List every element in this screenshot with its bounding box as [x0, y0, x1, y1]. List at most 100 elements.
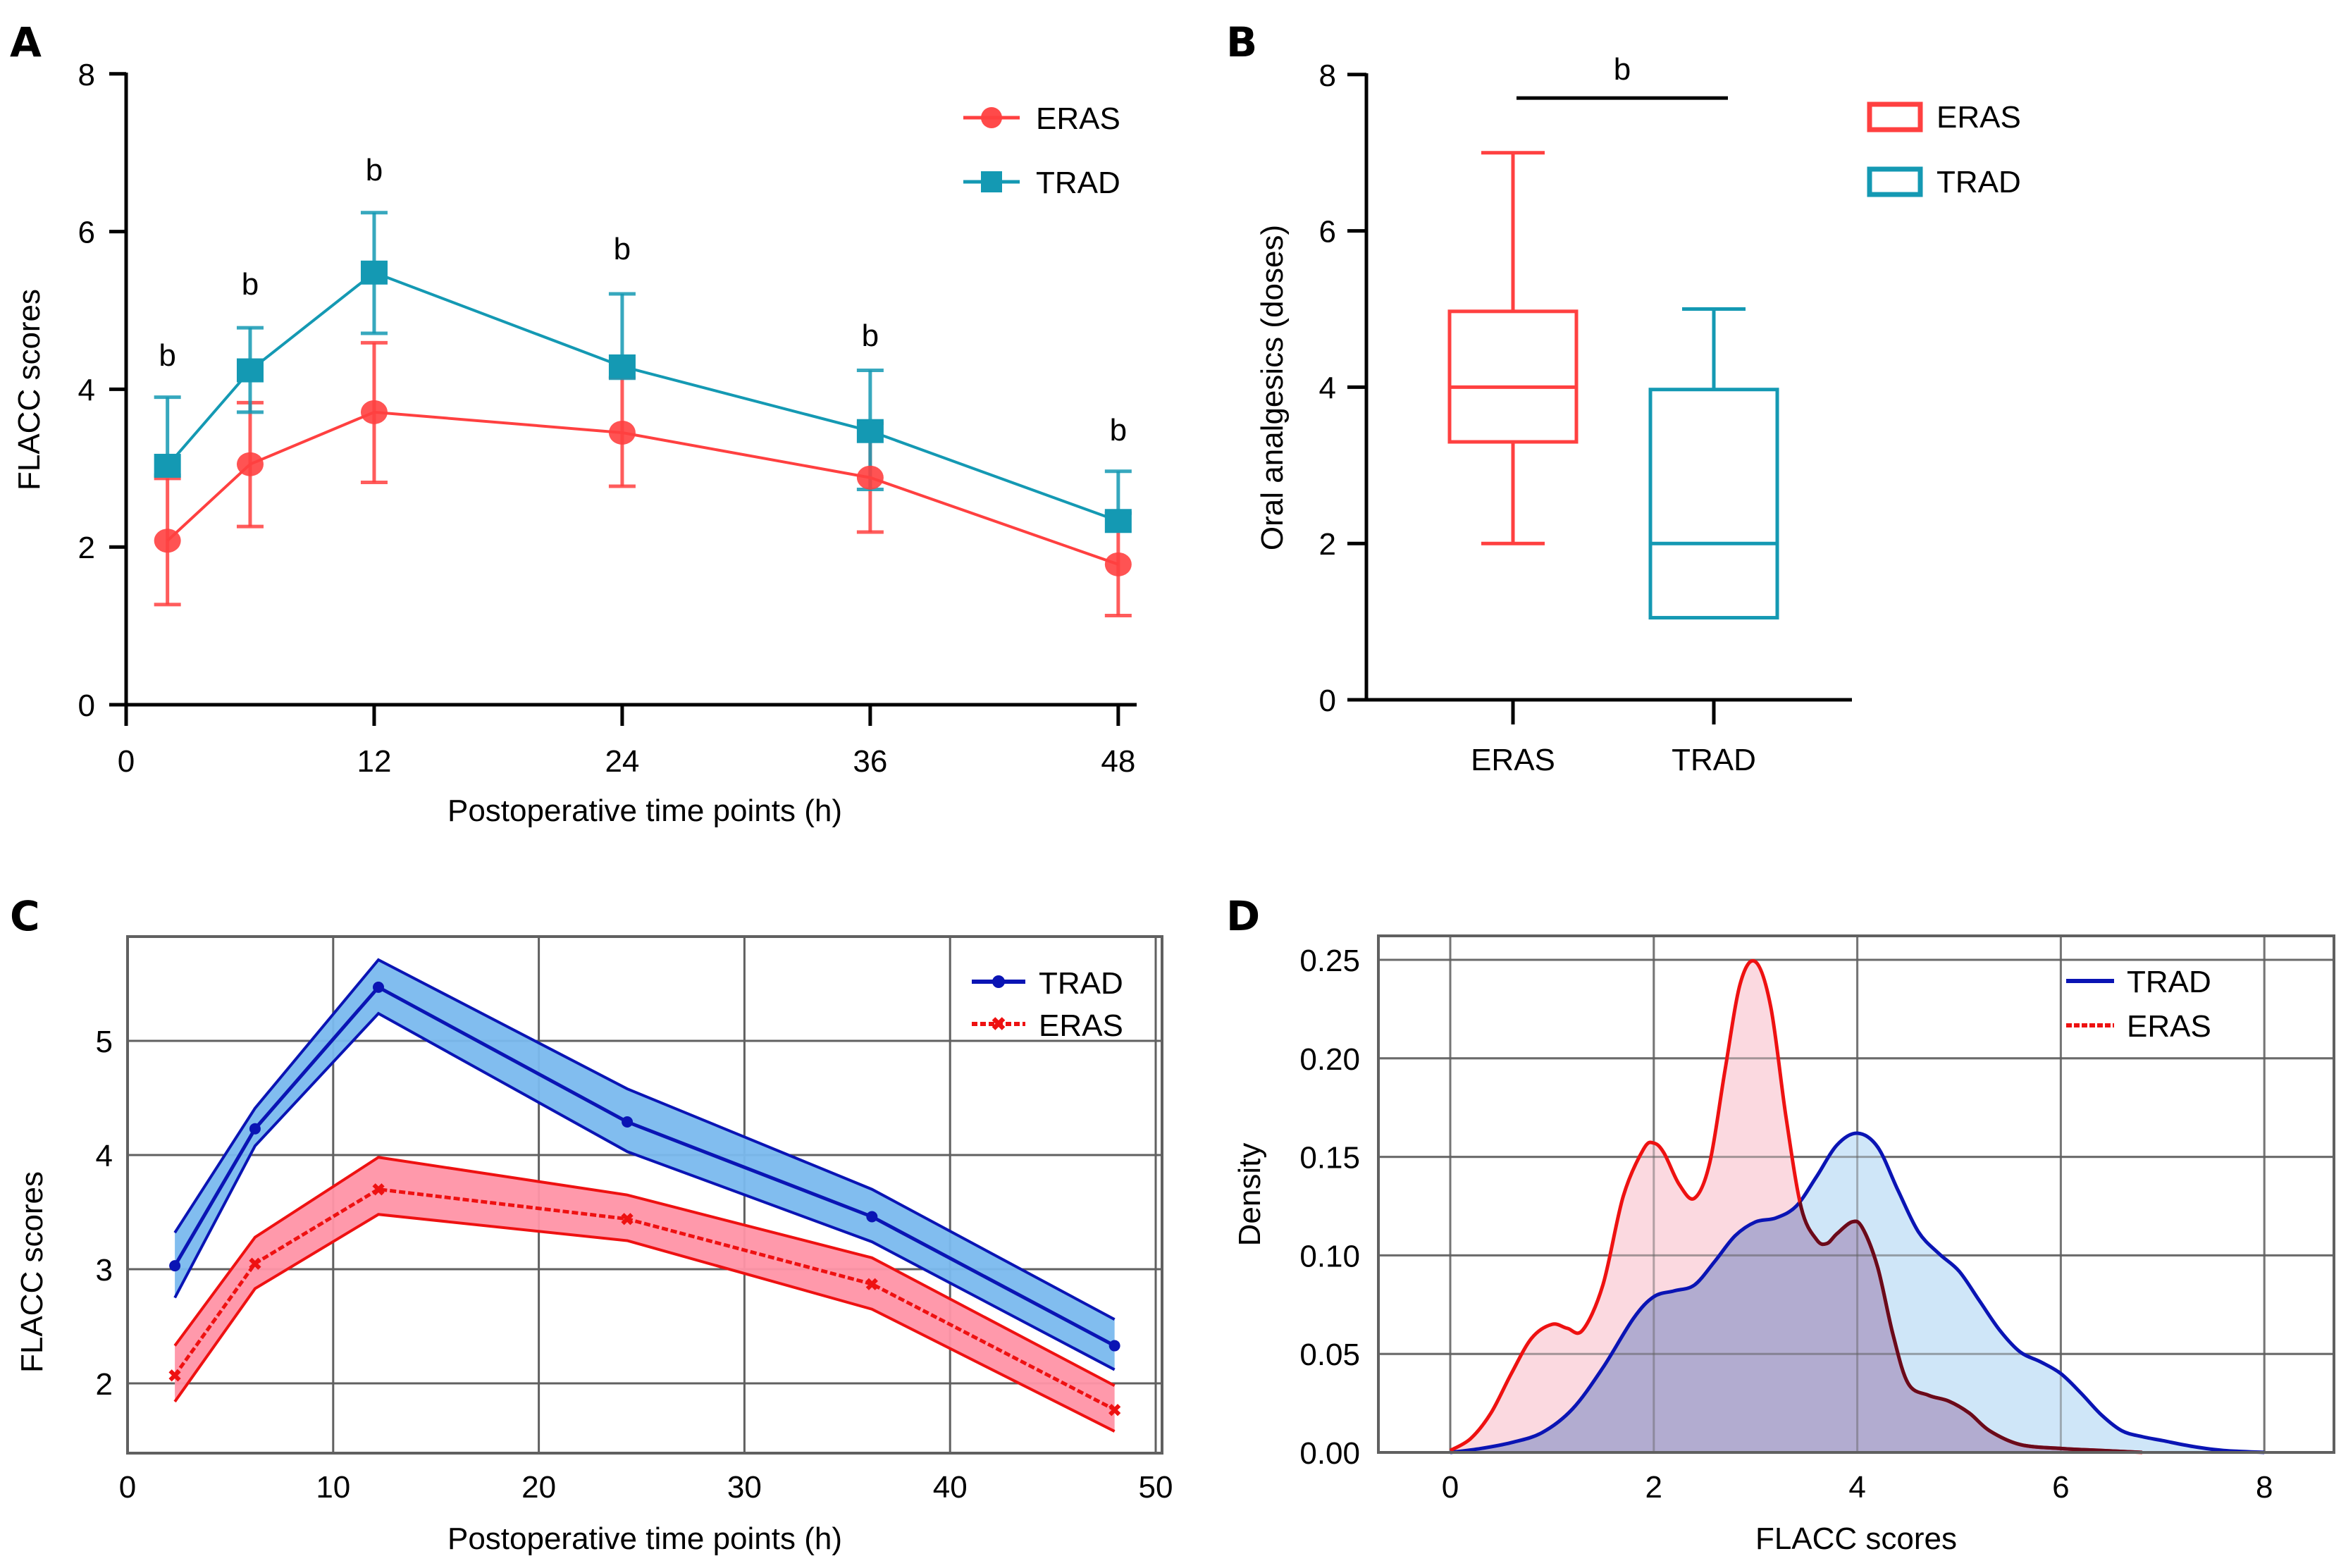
significance-label: b — [159, 338, 175, 373]
trad-data-point — [169, 1260, 181, 1272]
eras-data-point — [608, 420, 636, 445]
x-tick-label: 0 — [118, 744, 135, 779]
x-tick-label: ERAS — [1471, 743, 1555, 777]
y-tick-label: 2 — [1319, 527, 1336, 562]
trad-data-point — [154, 453, 181, 478]
y-tick-label: 0.15 — [1299, 1141, 1360, 1175]
eras-data-point — [856, 465, 884, 490]
x-tick-label: 24 — [605, 744, 639, 779]
eras-data-point: ✖ — [168, 1368, 182, 1386]
trad-data-point — [856, 419, 884, 443]
x-tick-label: 12 — [357, 744, 391, 779]
y-tick-label: 6 — [78, 216, 95, 250]
eras-data-point — [154, 529, 181, 553]
panel-a-x-axis-title: Postoperative time points (h) — [447, 794, 842, 828]
trad-data-point — [372, 981, 384, 993]
trad-data-point — [236, 358, 264, 383]
trad-data-point — [360, 260, 388, 285]
significance-label: b — [1614, 52, 1631, 87]
legend-eras-label: ERAS — [2127, 1009, 2211, 1044]
trad-data-point — [1104, 509, 1132, 533]
x-tick-label: 2 — [1645, 1470, 1662, 1505]
y-tick-label: 4 — [1319, 371, 1336, 405]
eras-data-point: ✖ — [865, 1276, 879, 1295]
x-tick-label: TRAD — [1672, 743, 1756, 777]
legend-eras-x-marker: ✖ — [991, 1014, 1006, 1035]
eras-band-upper-line — [173, 1156, 1116, 1388]
trad-band-lower-line — [173, 1011, 1116, 1371]
y-tick-label: 8 — [78, 58, 95, 92]
panel-b-letter: B — [1226, 18, 1257, 66]
significance-label: b — [242, 267, 259, 302]
y-tick-label: 8 — [1319, 58, 1336, 93]
legend-eras-label: ERAS — [1036, 101, 1120, 136]
significance-label: b — [1110, 413, 1127, 447]
legend-eras-label: ERAS — [1039, 1008, 1123, 1043]
eras-mean-line — [173, 1187, 1116, 1412]
eras-data-point: ✖ — [620, 1211, 634, 1230]
legend-trad-square-marker — [981, 171, 1002, 192]
panel-a-marks: b b b b b b — [154, 153, 1132, 618]
plot-frame — [126, 935, 1163, 1455]
panel-a-legend: ERAS TRAD — [963, 101, 1120, 200]
legend-trad-box-swatch — [1867, 166, 1923, 197]
x-tick-label: 36 — [853, 744, 887, 779]
panel-c-x-axis-title: Postoperative time points (h) — [447, 1521, 842, 1556]
eras-data-point: ✖ — [371, 1182, 385, 1200]
significance-label: b — [366, 153, 383, 187]
y-tick-label: 4 — [96, 1139, 113, 1173]
trad-density-line — [1450, 1131, 2265, 1455]
eras-data-point — [360, 400, 388, 424]
y-tick-label: 2 — [96, 1367, 113, 1402]
x-tick-label: 50 — [1139, 1470, 1173, 1505]
x-tick-label: 6 — [2052, 1470, 2069, 1505]
x-tick-label: 0 — [119, 1470, 136, 1505]
plot-frame — [1377, 934, 2335, 1454]
panel-a: A FLACC scores Postoperative time points… — [10, 18, 1137, 828]
eras-band-lower-line — [173, 1213, 1116, 1433]
x-tick-label: 0 — [1442, 1470, 1459, 1505]
eras-series-line — [166, 410, 1119, 566]
panel-d-y-axis-title: Density — [1233, 1143, 1267, 1247]
trad-data-point — [622, 1116, 634, 1128]
y-tick-label: 0 — [1319, 684, 1336, 718]
x-tick-label: 4 — [1848, 1470, 1865, 1505]
y-tick-label: 6 — [1319, 215, 1336, 249]
trad-box — [1648, 388, 1779, 620]
y-tick-label: 0.05 — [1299, 1338, 1360, 1372]
eras-data-point — [1104, 552, 1132, 576]
panel-c: C FLACC scores Postoperative time points… — [10, 892, 1173, 1556]
trad-confidence-band — [175, 959, 1115, 1370]
panel-d-letter: D — [1226, 892, 1260, 940]
significance-label: b — [862, 319, 879, 353]
panel-d-legend: TRAD ERAS — [2066, 965, 2211, 1044]
legend-eras-box-swatch — [1867, 101, 1923, 132]
y-tick-label: 3 — [96, 1253, 113, 1288]
eras-data-point — [236, 452, 264, 476]
trad-data-point — [1108, 1340, 1120, 1352]
y-tick-label: 0.25 — [1299, 944, 1360, 978]
trad-data-point — [866, 1211, 878, 1223]
legend-trad-label: TRAD — [1039, 966, 1123, 1001]
eras-data-point: ✖ — [248, 1256, 262, 1274]
panel-b-legend: ERAS TRAD — [1867, 100, 2021, 199]
panel-d-x-axis-title: FLACC scores — [1755, 1521, 1957, 1556]
panel-c-marks: ✖ ✖ ✖ ✖ ✖ ✖ — [168, 958, 1122, 1433]
legend-trad-circle-marker — [992, 975, 1005, 988]
x-tick-label: 8 — [2256, 1470, 2273, 1505]
panel-b-axes: 0 2 4 6 8 ERAS TRAD — [1319, 58, 1852, 777]
x-tick-label: 10 — [316, 1470, 350, 1505]
x-tick-label: 48 — [1101, 744, 1135, 779]
trad-mean-line — [173, 984, 1116, 1347]
legend-trad-label: TRAD — [2127, 965, 2211, 999]
y-tick-label: 4 — [78, 373, 95, 407]
legend-eras-label: ERAS — [1937, 100, 2021, 135]
eras-box — [1447, 309, 1579, 444]
x-tick-label: 30 — [727, 1470, 762, 1505]
eras-data-point: ✖ — [1108, 1402, 1122, 1420]
legend-trad-label: TRAD — [1036, 166, 1120, 200]
trad-band-upper-line — [173, 958, 1116, 1321]
